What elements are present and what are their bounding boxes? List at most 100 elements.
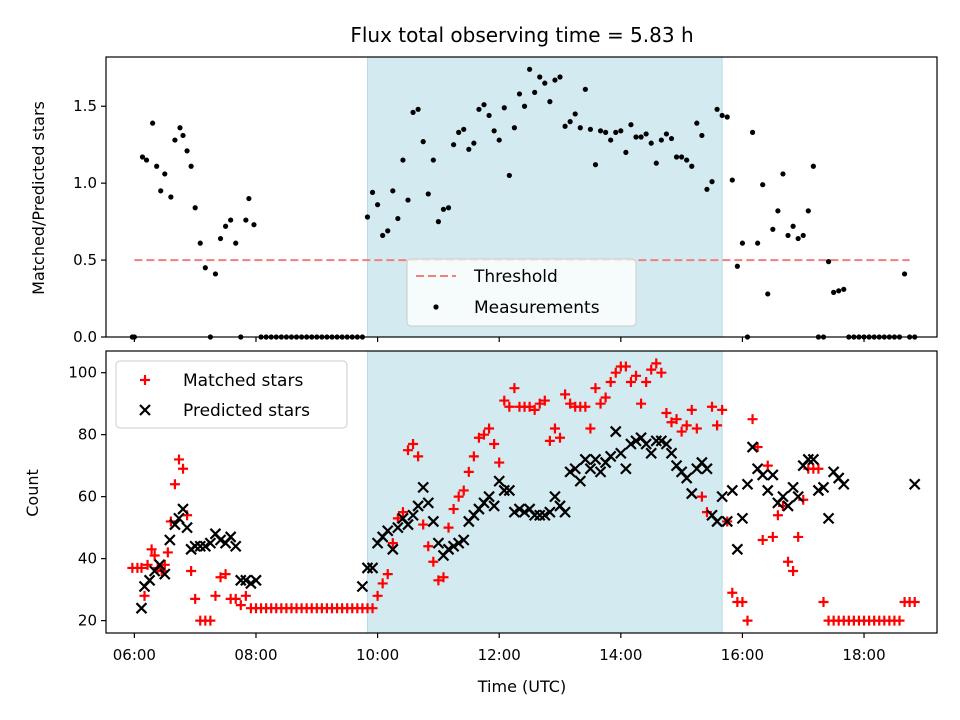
measurements-point (780, 171, 786, 177)
measurements-point (364, 214, 371, 220)
predicted-stars-point (250, 574, 262, 587)
measurements-point (506, 172, 512, 179)
matched-stars-point (783, 556, 794, 567)
matched-stars-point (707, 401, 718, 412)
predicted-stars-point (837, 478, 850, 491)
measurements-point (537, 74, 543, 80)
matched-stars-point (793, 531, 804, 542)
measurements-point (251, 222, 257, 228)
measurements-point (836, 288, 842, 294)
bottom-y-tick-label: 40 (78, 550, 97, 568)
predicted-stars-point (604, 450, 617, 463)
measurements-point (648, 140, 654, 146)
predicted-stars-point (685, 487, 698, 500)
measurements-point (188, 163, 194, 169)
predicted-stars-point (422, 497, 435, 509)
predicted-stars-point (746, 441, 759, 453)
matched-stars-point (418, 519, 429, 530)
predicted-stars-point (135, 602, 148, 614)
predicted-stars-point (609, 425, 622, 438)
measurements-point (567, 119, 573, 125)
measurements-point (481, 102, 487, 108)
measurements-point (390, 188, 396, 194)
predicted-stars-point (645, 447, 657, 460)
bottom-y-axis-label: Count (23, 469, 42, 517)
predicted-stars-point (169, 518, 181, 531)
measurements-point (800, 232, 806, 239)
predicted-stars-point (579, 453, 592, 466)
predicted-stars-point (721, 515, 734, 528)
measurements-point (734, 263, 740, 269)
measurements-point (511, 125, 518, 131)
predicted-stars-point (767, 469, 779, 481)
matched-stars-point (382, 569, 393, 580)
bottom-y-tick-label: 100 (68, 364, 97, 382)
matched-stars-point (565, 398, 576, 409)
top-panel: 0.0 0.5 1.0 1.5 Threshold Measurements (73, 56, 938, 346)
predicted-stars-point (736, 512, 749, 525)
measurements-point (714, 106, 720, 112)
matched-stars-point (494, 457, 505, 468)
matched-stars-point (413, 451, 424, 462)
measurements-point (172, 137, 178, 143)
measurements-point (425, 191, 431, 197)
predicted-stars-point (777, 490, 789, 503)
matched-stars-point (539, 395, 550, 406)
measurements-point (158, 188, 164, 194)
matched-stars-point (509, 383, 520, 394)
matched-stars-point (686, 404, 697, 415)
predicted-stars-point (533, 509, 546, 522)
x-tick-label: 08:00 (234, 646, 277, 664)
x-tick-label: 14:00 (599, 646, 642, 664)
predicted-stars-point (503, 484, 516, 497)
measurements-point (673, 154, 680, 160)
legend-predicted-label: Predicted stars (183, 401, 310, 421)
measurements-point (162, 171, 168, 177)
matched-stars-point (600, 392, 611, 403)
x-tick-label: 18:00 (842, 646, 885, 664)
legend-measurements-label: Measurements (474, 298, 600, 318)
measurements-point (760, 182, 766, 188)
matched-stars-point (397, 507, 408, 518)
matched-stars-point (443, 522, 454, 533)
measurements-point (597, 128, 604, 134)
predicted-stars-point (235, 574, 247, 587)
measurements-point (663, 131, 670, 137)
measurements-point (653, 160, 659, 166)
matched-stars-point (717, 404, 728, 415)
predicted-stars-point (361, 562, 374, 574)
matched-stars-point (666, 417, 677, 428)
bottom-axes-frame (105, 350, 938, 634)
matched-stars-point (894, 615, 905, 626)
predicted-stars-point (817, 481, 830, 494)
matched-stars-point (585, 423, 596, 434)
matched-stars-point (590, 383, 601, 394)
measurements-point (658, 137, 664, 143)
predicted-stars-point (498, 484, 511, 497)
bottom-y-tick-label: 60 (78, 488, 97, 506)
measurements-point (831, 289, 837, 295)
predicted-stars-point (787, 481, 799, 494)
matched-stars-point (549, 423, 560, 434)
matched-stars-point (173, 454, 184, 465)
matched-stars-point (656, 367, 667, 378)
matched-stars-point (788, 566, 799, 577)
measurements-point (496, 137, 502, 143)
measurements-point (501, 105, 507, 111)
measurements-point (557, 74, 563, 80)
measurements-point (476, 106, 482, 112)
matched-stars-point (240, 590, 251, 601)
predicted-stars-point (559, 506, 571, 518)
measurements-point (572, 111, 578, 117)
measurements-point (613, 129, 619, 135)
matched-stars-point (772, 510, 783, 521)
measurements-point (415, 106, 421, 112)
measurements-point (582, 86, 588, 92)
predicted-stars-point (549, 490, 561, 503)
predicted-stars-point (412, 500, 424, 512)
measurements-point (440, 206, 447, 212)
measurements-point (542, 80, 548, 86)
matched-stars-point (752, 442, 763, 453)
predicted-stars-point (620, 462, 632, 475)
matched-stars-point (468, 451, 479, 462)
